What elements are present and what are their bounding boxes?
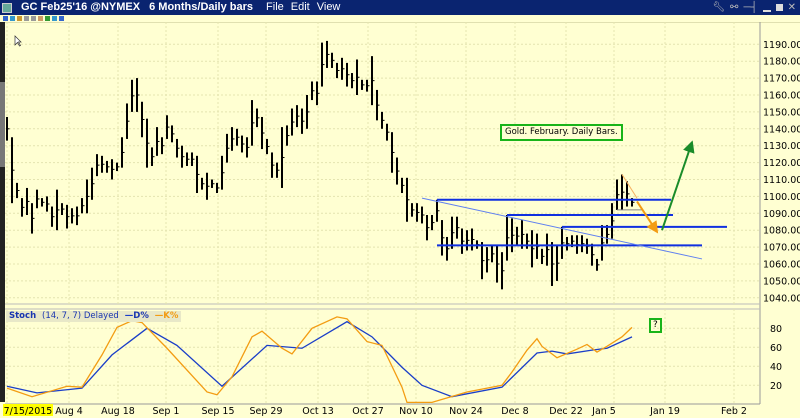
minimize-icon[interactable] xyxy=(762,9,771,12)
pin-icon[interactable]: ─┤ xyxy=(743,2,758,13)
date-tick-label: Sep 15 xyxy=(201,406,234,417)
price-tick-label: 1090.00 xyxy=(763,209,800,220)
price-tick-label: 1170.00 xyxy=(763,74,800,85)
stoch-tick-label: 40 xyxy=(770,362,782,373)
app-icon xyxy=(2,2,12,13)
menu-file[interactable]: File xyxy=(266,1,284,13)
date-tick-label: Dec 8 xyxy=(501,406,528,417)
drawing-toolbar xyxy=(0,15,800,23)
zoom-in-icon[interactable] xyxy=(24,16,29,21)
stoch-d-line xyxy=(6,320,633,398)
up-arrow xyxy=(661,140,695,231)
price-tick-label: 1180.00 xyxy=(763,57,800,68)
date-tick-label: 7/15/2015 xyxy=(4,406,53,417)
select-tool-icon[interactable] xyxy=(10,16,15,21)
timeframe-selector[interactable]: 6 Months/Daily bars xyxy=(149,1,254,13)
left-scrollbar[interactable] xyxy=(0,22,5,402)
price-tick-label: 1070.00 xyxy=(763,243,800,254)
price-tick-label: 1150.00 xyxy=(763,107,800,118)
stoch-k-line xyxy=(6,316,633,404)
date-tick-label: Nov 24 xyxy=(449,406,483,417)
line-tool-icon[interactable] xyxy=(17,16,22,21)
maximize-icon[interactable] xyxy=(775,4,783,11)
stoch-tick-label: 60 xyxy=(770,343,782,354)
date-tick-label: Sep 29 xyxy=(249,406,282,417)
stoch-legend[interactable]: Stoch (14, 7, 7) Delayed —D% —K% xyxy=(6,311,182,322)
annotation-label[interactable]: Gold. February. Daily Bars. xyxy=(500,124,623,141)
date-tick-label: Aug 4 xyxy=(55,406,83,417)
price-tick-label: 1100.00 xyxy=(763,192,800,203)
zoom-out-icon[interactable] xyxy=(31,16,36,21)
date-tick-label: Aug 18 xyxy=(101,406,135,417)
price-tick-label: 1060.00 xyxy=(763,260,800,271)
price-tick-label: 1190.00 xyxy=(763,40,800,51)
question-annotation[interactable]: ? xyxy=(649,318,662,333)
date-tick-label: Dec 22 xyxy=(549,406,583,417)
crosshair-icon[interactable] xyxy=(38,16,43,21)
close-icon[interactable]: ✕ xyxy=(787,2,796,13)
trend-line xyxy=(421,197,703,260)
menu-edit[interactable]: Edit xyxy=(290,1,310,13)
price-tick-label: 1130.00 xyxy=(763,141,800,152)
date-tick-label: Jan 5 xyxy=(591,406,616,417)
draw-tool-icon[interactable] xyxy=(45,16,50,21)
title-bar: GC Feb25'16 @NYMEX 6 Months/Daily bars F… xyxy=(0,0,800,15)
symbol-selector[interactable]: GC Feb25'16 @NYMEX xyxy=(21,1,141,13)
price-tick-label: 1050.00 xyxy=(763,276,800,287)
menu-view[interactable]: View xyxy=(316,1,341,13)
title-group: GC Feb25'16 @NYMEX 6 Months/Daily bars F… xyxy=(0,0,340,15)
date-tick-label: Oct 27 xyxy=(352,406,384,417)
mouse-cursor-icon xyxy=(14,35,22,47)
stoch-tick-label: 80 xyxy=(770,324,782,335)
stoch-params: (14, 7, 7) Delayed xyxy=(42,311,119,321)
scroll-thumb[interactable] xyxy=(0,82,5,167)
price-tick-label: 1120.00 xyxy=(763,158,800,169)
price-tick-label: 1080.00 xyxy=(763,226,800,237)
link-icon[interactable]: ⚯ xyxy=(730,2,739,13)
date-tick-label: Nov 10 xyxy=(399,406,433,417)
date-tick-label: Feb 2 xyxy=(721,406,747,417)
price-tick-label: 1040.00 xyxy=(763,293,800,304)
stoch-tick-label: 20 xyxy=(770,381,782,392)
window-controls: 🔧︎ ⚯ ─┤ ✕ xyxy=(712,0,800,15)
legend-k[interactable]: K% xyxy=(163,311,179,321)
start-date-highlight xyxy=(3,404,53,416)
wrench-icon[interactable]: 🔧︎ xyxy=(712,2,726,13)
bar-tool-icon[interactable] xyxy=(52,16,57,21)
date-tick-label: Oct 13 xyxy=(302,406,334,417)
legend-d[interactable]: D% xyxy=(133,311,149,321)
fib-tool-icon[interactable] xyxy=(59,16,64,21)
cursor-tool-icon[interactable] xyxy=(3,16,8,21)
price-tick-label: 1140.00 xyxy=(763,124,800,135)
down-arrow xyxy=(636,200,659,234)
stoch-title: Stoch xyxy=(9,311,37,321)
orange-guide-line xyxy=(621,174,638,199)
menu-bar: File Edit View xyxy=(266,0,340,15)
price-tick-label: 1160.00 xyxy=(763,91,800,102)
date-tick-label: Jan 19 xyxy=(649,406,680,417)
price-tick-label: 1110.00 xyxy=(763,175,800,186)
date-tick-label: Sep 1 xyxy=(153,406,180,417)
